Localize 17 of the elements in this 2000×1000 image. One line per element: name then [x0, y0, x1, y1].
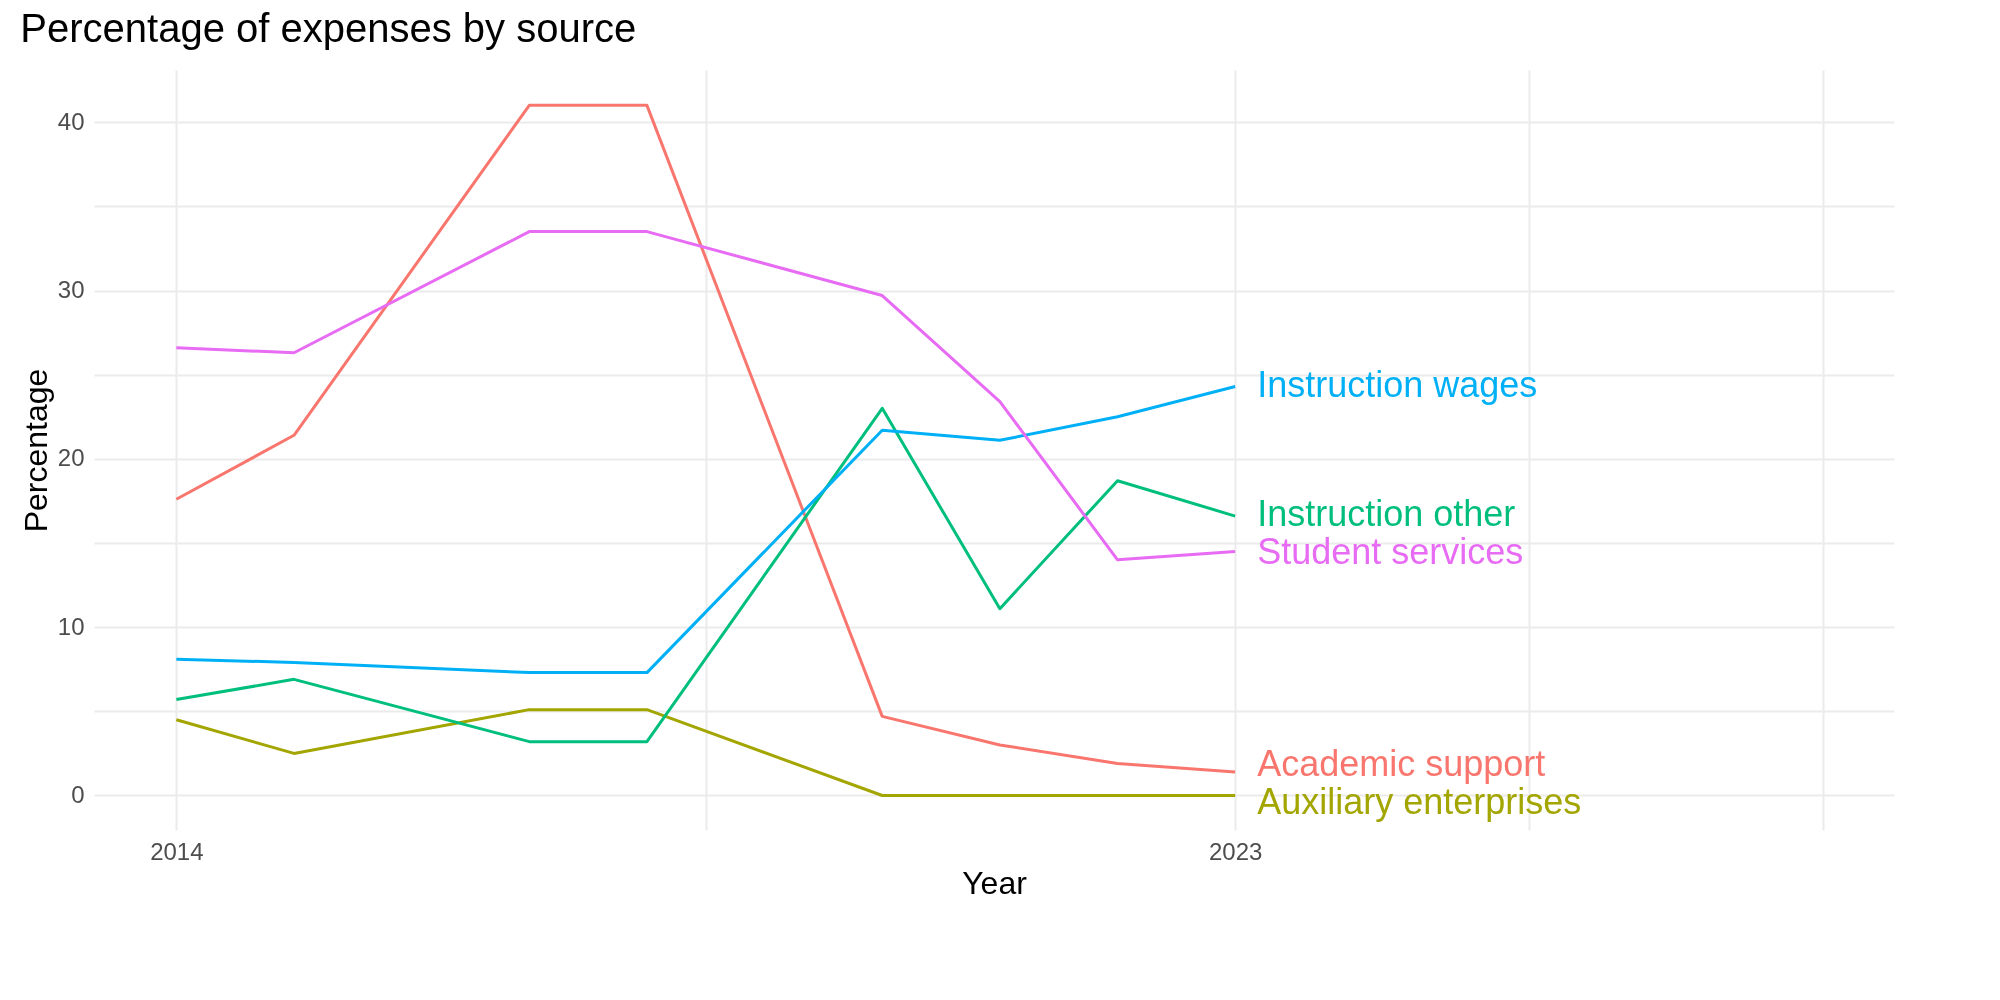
y-tick-label: 40	[57, 107, 85, 135]
y-tick-label: 0	[71, 780, 85, 808]
line-series	[174, 103, 1237, 774]
y-tick-label: 10	[57, 612, 85, 640]
x-tick-label: 2023	[1208, 837, 1263, 865]
line-series	[174, 230, 1237, 562]
chart-title: Percentage of expenses by source	[20, 6, 637, 50]
series-label: Instruction wages	[1257, 364, 1538, 406]
line-series	[174, 406, 1237, 744]
y-tick-label: 20	[57, 444, 85, 472]
series-label: Academic support	[1257, 742, 1546, 784]
x-axis-title: Year	[962, 864, 1028, 901]
y-axis-title: Percentage	[17, 368, 54, 533]
line-series	[174, 384, 1237, 675]
line-series	[174, 708, 1237, 797]
y-tick-label: 30	[57, 276, 85, 304]
x-tick-label: 2014	[150, 837, 204, 865]
